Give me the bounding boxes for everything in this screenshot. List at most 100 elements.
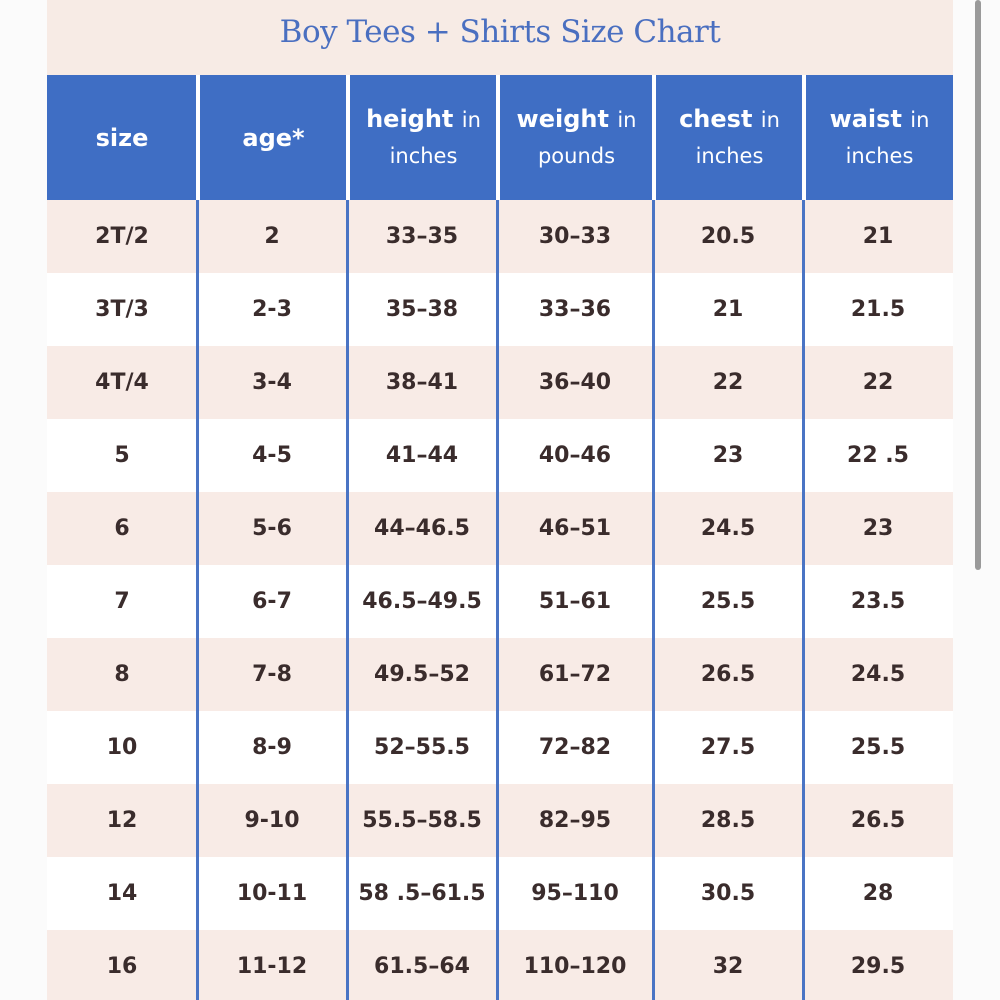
table-row: 6 5-6 44–46.5 46–51 24.5 23: [47, 492, 953, 565]
table-cell: 30.5: [700, 881, 756, 906]
column-divider: [196, 200, 199, 1000]
header-label: height in: [366, 101, 481, 138]
table-cell: 55.5–58.5: [362, 808, 482, 833]
table-cell: 33–35: [385, 224, 459, 249]
table-cell: 38–41: [385, 370, 459, 395]
table-row: 14 10-11 58 .5–61.5 95–110 30.5 28: [47, 857, 953, 930]
title: Boy Tees + Shirts Size Chart: [279, 14, 721, 50]
table-cell: 3-4: [252, 370, 292, 395]
table-row: 16 11-12 61.5–64 110–120 32 29.5: [47, 930, 953, 1000]
column-divider: [496, 200, 499, 1000]
table-cell: 6: [114, 516, 130, 541]
header-name: size: [95, 123, 149, 152]
table-cell: 35–38: [385, 297, 459, 322]
table-row: 5 4-5 41–44 40–46 23 22 .5: [47, 419, 953, 492]
table-row: 7 6-7 46.5–49.5 51–61 25.5 23.5: [47, 565, 953, 638]
table-cell: 4-5: [252, 443, 292, 468]
header-in: in: [910, 108, 930, 132]
header-name: weight: [516, 105, 609, 133]
table-cell: 4T/4: [95, 370, 149, 395]
header-unit: inches: [695, 144, 764, 168]
table-cell: 28: [862, 881, 894, 906]
table-cell: 41–44: [385, 443, 459, 468]
header-label: waist in: [830, 101, 930, 138]
table-cell: 9-10: [244, 808, 300, 833]
table-cell: 46–51: [538, 516, 612, 541]
table-cell: 8: [114, 662, 130, 687]
table-cell: 46.5–49.5: [362, 589, 482, 614]
table-cell: 24.5: [850, 662, 906, 687]
table-row: 10 8-9 52–55.5 72–82 27.5 25.5: [47, 711, 953, 784]
table-cell: 95–110: [531, 881, 619, 906]
table-cell: 22: [712, 370, 744, 395]
column-divider: [346, 200, 349, 1000]
header-unit: inches: [389, 144, 458, 168]
table-cell: 6-7: [252, 589, 292, 614]
header-in: in: [617, 108, 637, 132]
table-cell: 21: [712, 297, 744, 322]
header-cell: waist in inches: [806, 75, 953, 200]
scrollbar[interactable]: [975, 0, 981, 570]
column-divider: [802, 200, 805, 1000]
table-cell: 61–72: [538, 662, 612, 687]
table-cell: 49.5–52: [374, 662, 470, 687]
table-row: 2T/2 2 33–35 30–33 20.5 21: [47, 200, 953, 273]
table-cell: 5-6: [252, 516, 292, 541]
table-cell: 30–33: [538, 224, 612, 249]
header-label: chest in: [679, 101, 780, 138]
table-cell: 2-3: [252, 297, 292, 322]
header-divider: [346, 75, 349, 200]
table-cell: 20.5: [700, 224, 756, 249]
header-divider: [196, 75, 199, 200]
table-cell: 36–40: [538, 370, 612, 395]
header-name: age*: [242, 123, 305, 152]
table-cell: 8-9: [252, 735, 292, 760]
table-cell: 61.5–64: [374, 954, 470, 979]
table-cell: 82–95: [538, 808, 612, 833]
table-cell: 2: [264, 224, 280, 249]
table-row: 4T/4 3-4 38–41 36–40 22 22: [47, 346, 953, 419]
table-cell: 11-12: [236, 954, 308, 979]
table-cell: 22 .5: [847, 443, 909, 468]
table-row: 3T/3 2-3 35–38 33–36 21 21.5: [47, 273, 953, 346]
table-cell: 24.5: [700, 516, 756, 541]
header-name: waist: [829, 105, 902, 133]
table-cell: 22: [862, 370, 894, 395]
table-cell: 44–46.5: [374, 516, 470, 541]
table-cell: 23.5: [850, 589, 906, 614]
header-cell: age*: [200, 75, 347, 200]
table-cell: 52–55.5: [374, 735, 470, 760]
table-cell: 21: [862, 224, 894, 249]
table-row: 8 7-8 49.5–52 61–72 26.5 24.5: [47, 638, 953, 711]
header-divider: [496, 75, 499, 200]
table-cell: 51–61: [538, 589, 612, 614]
header-cell: height in inches: [350, 75, 497, 200]
table-cell: 12: [106, 808, 138, 833]
table-cell: 7-8: [252, 662, 292, 687]
column-divider: [652, 200, 655, 1000]
header-cell: weight in pounds: [500, 75, 653, 200]
table-cell: 14: [106, 881, 138, 906]
header-divider: [802, 75, 805, 200]
table-cell: 27.5: [700, 735, 756, 760]
table-cell: 23: [712, 443, 744, 468]
table-cell: 25.5: [850, 735, 906, 760]
header-unit: pounds: [537, 144, 616, 168]
table-cell: 23: [862, 516, 894, 541]
size-chart: Boy Tees + Shirts Size Chart size age* hei…: [47, 0, 953, 1000]
header-cell: chest in inches: [656, 75, 803, 200]
header-divider: [652, 75, 655, 200]
table-cell: 3T/3: [95, 297, 149, 322]
table-cell: 2T/2: [95, 224, 149, 249]
header-unit: inches: [845, 144, 914, 168]
header-label: age*: [242, 120, 304, 156]
table-cell: 29.5: [850, 954, 906, 979]
table-cell: 7: [114, 589, 130, 614]
table-cell: 110–120: [523, 954, 627, 979]
table-cell: 16: [106, 954, 138, 979]
table-cell: 28.5: [700, 808, 756, 833]
table-cell: 58 .5–61.5: [358, 881, 486, 906]
table-cell: 25.5: [700, 589, 756, 614]
table-cell: 5: [114, 443, 130, 468]
